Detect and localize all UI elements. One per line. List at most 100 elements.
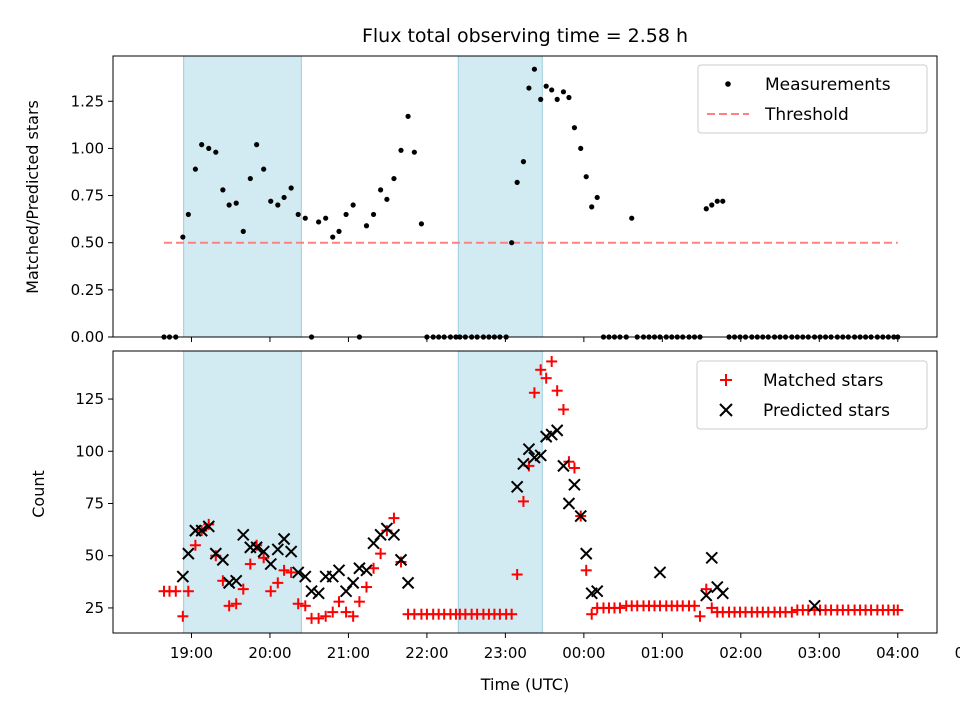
measurement-point [206, 145, 212, 152]
top-y-axis-label: Matched/Predicted stars [23, 100, 42, 294]
matched-star-point [333, 596, 345, 608]
top-ytick-label: 0.50 [71, 234, 104, 252]
measurement-point [363, 223, 370, 229]
measurement-point [714, 198, 720, 204]
measurement-point [589, 204, 595, 210]
matched-star-point [586, 608, 598, 620]
measurement-point [703, 206, 709, 212]
measurement-point [261, 166, 267, 172]
measurement-point [185, 211, 191, 218]
matched-star-point [223, 600, 235, 612]
matched-star-point [614, 602, 626, 614]
measurement-point [384, 196, 390, 202]
predicted-star-point [291, 566, 305, 579]
predicted-star-point [284, 545, 298, 558]
predicted-star-point [182, 547, 195, 560]
bottom-xtick-label: 22:00 [405, 644, 448, 662]
matched-stars-points [158, 355, 904, 624]
predicted-star-point [176, 570, 190, 583]
matched-star-point [551, 385, 563, 397]
matched-star-point [189, 539, 201, 551]
measurement-point [288, 185, 294, 191]
top-ytick-label: 1.00 [71, 139, 104, 157]
measurement-point [247, 175, 253, 182]
predicted-star-point [562, 497, 576, 510]
measurement-point [370, 211, 377, 218]
measurement-point [594, 194, 600, 201]
top-y-ticks: 0.00 0.25 0.50 0.75 1.00 1.25 [71, 92, 113, 346]
bottom-axes-frame [112, 350, 938, 634]
predicted-star-point [580, 547, 593, 560]
bottom-x-ticks: 19:00 20:00 21:00 22:00 23:00 00:00 01:00 02:00… [170, 633, 960, 662]
matched-star-point [278, 564, 290, 576]
predicted-star-point [568, 478, 581, 491]
legend-measurement-marker [725, 81, 731, 87]
measurement-point [240, 228, 246, 234]
predicted-star-point [522, 442, 536, 456]
legend-matched-label: Matched stars [763, 371, 883, 391]
measurement-point [538, 96, 544, 102]
matched-star-point [272, 577, 284, 589]
bottom-xtick-label: 04:00 [876, 644, 919, 662]
measurement-point [526, 85, 532, 91]
predicted-star-point [230, 574, 243, 587]
predicted-star-point [550, 424, 564, 437]
measurement-point [520, 159, 527, 165]
bottom-ytick-label: 75 [85, 494, 104, 512]
top-ytick-label: 0.00 [71, 328, 104, 346]
matched-star-point [375, 548, 387, 560]
measurement-point [566, 94, 572, 101]
bottom-xtick-label: 19:00 [170, 644, 213, 662]
measurement-point [254, 142, 260, 148]
predicted-star-point [332, 564, 346, 577]
predicted-star-point [510, 480, 524, 493]
measurement-point [350, 202, 356, 208]
matched-star-point [347, 610, 359, 622]
bottom-legend: Matched stars Predicted stars [696, 360, 928, 430]
predicted-star-point [202, 520, 215, 533]
measurement-point [629, 215, 635, 221]
matched-star-point [340, 606, 352, 618]
predicted-star-point [590, 585, 604, 598]
measurement-point [213, 149, 219, 155]
predicted-star-point [557, 459, 570, 473]
predicted-stars-points [176, 424, 821, 613]
matched-star-point [517, 495, 529, 507]
bottom-panel: 25 50 75 100 125 19:00 20:00 21:00 22:00 23:00 00… [29, 350, 960, 694]
predicted-star-point [250, 541, 263, 554]
measurement-point [192, 166, 198, 172]
measurement-point [281, 194, 287, 201]
measurement-point [330, 234, 336, 240]
predicted-star-point [257, 545, 270, 558]
legend-measurements-label: Measurements [765, 75, 891, 95]
matched-star-point [528, 387, 540, 399]
predicted-star-point [574, 509, 587, 523]
bottom-xtick-label: 01:00 [641, 644, 684, 662]
matched-star-point [546, 355, 558, 367]
bottom-ytick-label: 25 [85, 599, 104, 617]
matched-star-point [230, 598, 242, 610]
measurement-point [543, 83, 549, 89]
measurement-point [295, 211, 301, 218]
predicted-star-point [277, 532, 291, 546]
measurement-point [180, 234, 186, 240]
matched-star-point [244, 558, 256, 570]
matched-star-point [170, 585, 182, 597]
matched-star-point [177, 610, 189, 622]
predicted-star-point [353, 562, 366, 575]
top-ytick-label: 1.25 [71, 92, 104, 110]
predicted-star-point [346, 576, 360, 590]
bottom-xtick-label: 20:00 [248, 644, 291, 662]
measurement-point [336, 228, 342, 234]
x-axis-label: Time (UTC) [480, 675, 569, 694]
matched-star-point [388, 512, 400, 524]
measurement-point [233, 200, 239, 206]
matched-star-point [786, 606, 798, 618]
matched-star-point [258, 552, 270, 564]
matched-star-point [237, 583, 249, 595]
bottom-xtick-label: 23:00 [484, 644, 527, 662]
matched-star-point [540, 372, 552, 384]
chart-title: Flux total observing time = 2.58 h [362, 25, 688, 47]
predicted-star-point [237, 528, 250, 542]
measurement-point [549, 87, 555, 93]
